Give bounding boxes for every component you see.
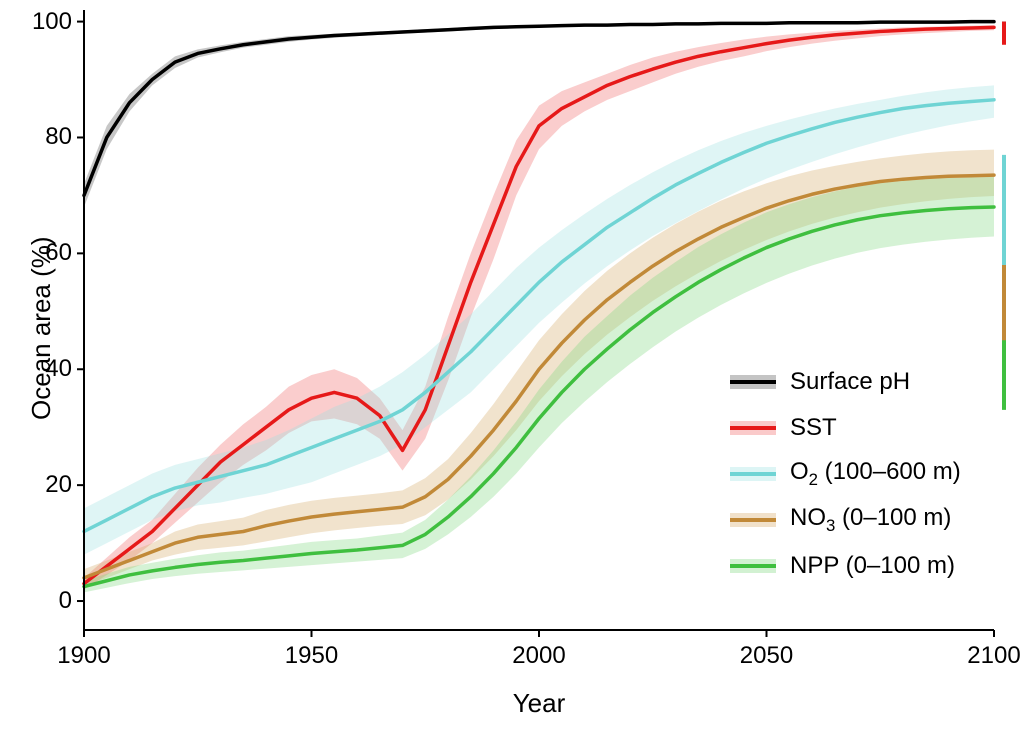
y-tick-label: 80 (45, 123, 72, 151)
legend-item-no3: NO3 (0–100 m) (730, 500, 961, 540)
y-tick-label: 100 (32, 8, 72, 36)
legend-swatch-sst (730, 421, 776, 435)
legend-label-ph: Surface pH (790, 368, 910, 396)
legend-label-o2: O2 (100–600 m) (790, 458, 961, 490)
x-axis-label: Year (513, 688, 566, 719)
legend-item-o2: O2 (100–600 m) (730, 454, 961, 494)
legend-item-ph: Surface pH (730, 362, 961, 402)
legend-swatch-no3 (730, 513, 776, 527)
legend-item-npp: NPP (0–100 m) (730, 546, 961, 586)
y-tick-label: 0 (59, 587, 72, 615)
legend-label-npp: NPP (0–100 m) (790, 552, 955, 580)
x-tick-label: 2100 (967, 642, 1020, 670)
y-tick-label: 40 (45, 355, 72, 383)
legend-item-sst: SST (730, 408, 961, 448)
y-tick-label: 60 (45, 239, 72, 267)
legend-label-no3: NO3 (0–100 m) (790, 504, 951, 536)
x-tick-label: 2000 (512, 642, 565, 670)
x-tick-label: 1900 (57, 642, 110, 670)
legend-label-sst: SST (790, 414, 837, 442)
legend-swatch-o2 (730, 467, 776, 481)
x-tick-label: 1950 (285, 642, 338, 670)
y-tick-label: 20 (45, 471, 72, 499)
ocean-area-chart: Ocean area (%) Year Surface pHSSTO2 (100… (0, 0, 1024, 732)
legend-swatch-npp (730, 559, 776, 573)
legend: Surface pH SST O2 (100–600 m) NO3 (0–100 m)… (730, 362, 961, 592)
legend-swatch-ph (730, 375, 776, 389)
x-tick-label: 2050 (740, 642, 793, 670)
